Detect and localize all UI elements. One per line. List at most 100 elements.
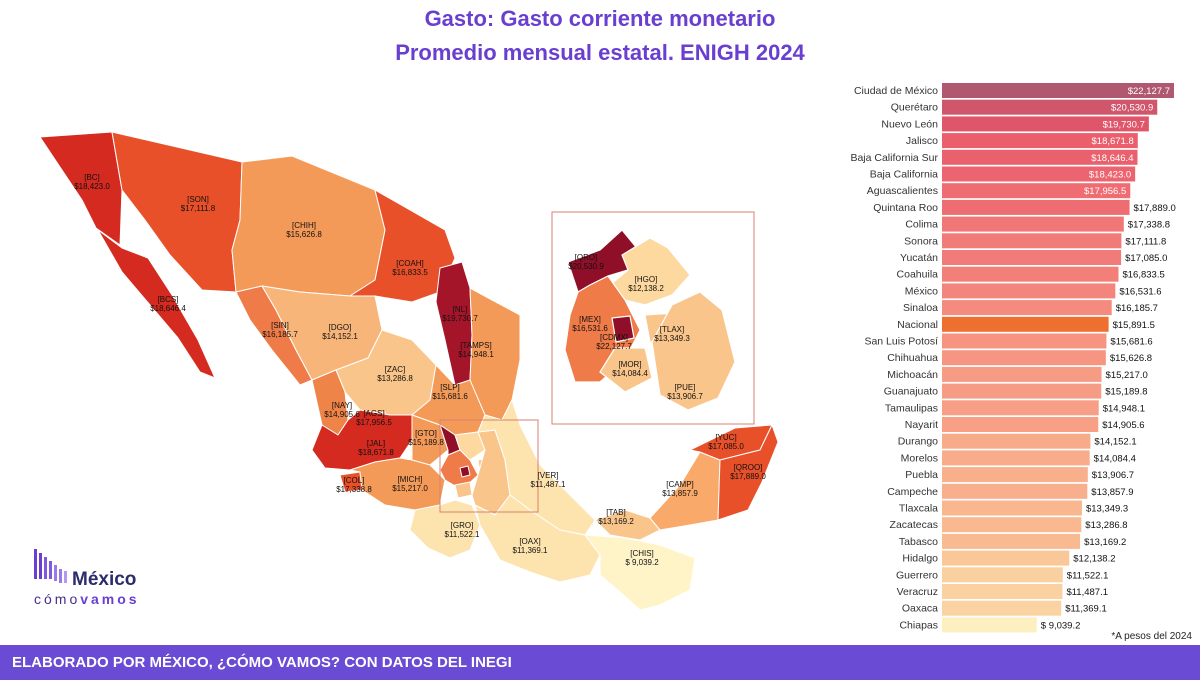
bar-value-label: $13,906.7: [1092, 470, 1134, 481]
inset-state-cdmx: [611, 315, 635, 343]
map-label-code: [OAX]: [519, 537, 540, 546]
bar-6: [942, 183, 1131, 199]
logo-subtitle: cómovamos: [34, 591, 140, 607]
map-label-code: [GTO]: [415, 429, 437, 438]
bar-category-label: Sonora: [904, 235, 938, 247]
bar-value-label: $15,681.6: [1110, 337, 1152, 348]
bar-21: [942, 433, 1091, 449]
bar-category-label: Chiapas: [899, 619, 938, 631]
central-inset-map: [564, 229, 736, 411]
bar-category-label: Guerrero: [896, 569, 938, 581]
map-label-value: $19,730.7: [442, 314, 478, 323]
state-chis: [584, 534, 696, 611]
bar-20: [942, 417, 1099, 432]
bar-category-label: Tlaxcala: [899, 503, 938, 515]
bar-value-label: $14,948.1: [1103, 403, 1145, 414]
bar-value-label: $15,891.5: [1113, 320, 1155, 331]
bar-15: [942, 333, 1107, 349]
bar-value-label: $18,646.4: [1091, 153, 1133, 164]
map-svg: [BC]$18,423.0 [SON]$17,111.8 [CHIH]$15,626…: [39, 131, 779, 611]
map-label-code: [SON]: [187, 195, 209, 204]
bar-value-label: $14,084.4: [1094, 453, 1136, 464]
state-qroo: [717, 424, 779, 521]
bar-24: [942, 483, 1088, 499]
map-label-code: [CHIS]: [630, 549, 654, 558]
map-label-value: $15,189.8: [408, 438, 444, 447]
map-label-value: $17,111.8: [181, 204, 216, 213]
bar-value-label: $19,730.7: [1103, 119, 1145, 130]
map-label-value: $15,626.8: [286, 230, 322, 239]
map-label-value: $15,217.0: [392, 484, 428, 493]
map-label-code: [ZAC]: [385, 365, 405, 374]
bar-value-label: $16,185.7: [1116, 303, 1158, 314]
map-label-code: [DGO]: [329, 323, 352, 332]
map-label-code: [NAY]: [332, 401, 352, 410]
map-label-code: [MICH]: [398, 475, 423, 484]
bar-1: [942, 99, 1158, 115]
map-label-value: $17,085.0: [708, 442, 744, 451]
bar-category-label: Baja California Sur: [850, 152, 938, 164]
bar-value-label: $13,286.8: [1085, 520, 1127, 531]
map-label-value: $13,906.7: [667, 392, 703, 401]
state-mor: [454, 481, 473, 499]
bar-8: [942, 216, 1124, 232]
bar-value-label: $17,956.5: [1084, 186, 1126, 197]
bar-value-label: $17,111.8: [1125, 236, 1166, 247]
bar-value-label: $17,889.0: [1134, 203, 1176, 214]
map-label-value: $18,423.0: [74, 182, 110, 191]
bar-value-label: $16,833.5: [1122, 270, 1164, 281]
map-label-value: $11,522.1: [445, 530, 481, 539]
bar-value-label: $12,138.2: [1073, 554, 1115, 565]
bar-26: [942, 517, 1082, 533]
bar-value-label: $18,671.8: [1092, 136, 1134, 147]
map-label-code: [QRO]: [575, 253, 598, 262]
map-label-value: $16,833.5: [392, 268, 428, 277]
bar-4: [942, 149, 1138, 165]
bar-category-label: Campeche: [887, 486, 938, 498]
map-label-value: $14,084.4: [612, 369, 648, 378]
map-label-value: $ 9,039.2: [625, 558, 659, 567]
map-label-code: [CDMX]: [600, 333, 628, 342]
bar-category-label: Michoacán: [887, 369, 938, 381]
bar-14: [942, 316, 1109, 332]
map-label-value: $14,948.1: [458, 350, 494, 359]
bar-value-label: $14,152.1: [1094, 437, 1136, 448]
state-gro: [409, 499, 481, 559]
bar-value-label: $13,857.9: [1091, 487, 1133, 498]
bar-19: [942, 400, 1099, 416]
map-label-value: $18,671.8: [358, 448, 394, 457]
inset-marker: [439, 419, 539, 513]
map-label-code: [NL]: [453, 305, 468, 314]
units-note: *A pesos del 2024: [1111, 631, 1192, 642]
bar-31: [942, 600, 1062, 616]
bar-16: [942, 350, 1106, 366]
state-mich: [349, 457, 446, 511]
footer-credit: ELABORADO POR MÉXICO, ¿CÓMO VAMOS? CON D…: [0, 645, 1200, 680]
bar-value-label: $17,085.0: [1125, 253, 1167, 264]
bar-11: [942, 266, 1119, 282]
bar-value-label: $13,349.3: [1086, 504, 1128, 515]
bar-category-label: Querétaro: [891, 102, 938, 114]
bar-29: [942, 567, 1063, 583]
map-label-code: [TAB]: [606, 508, 625, 517]
map-label-value: $15,681.6: [432, 392, 468, 401]
bar-22: [942, 450, 1090, 466]
bar-category-label: Colima: [905, 219, 938, 231]
bar-value-label: $20,530.9: [1111, 103, 1153, 114]
map-label-code: [CAMP]: [666, 480, 694, 489]
state-cdmx: [459, 465, 471, 478]
map-label-value: $14,905.6: [324, 410, 360, 419]
state-bcs: [97, 229, 216, 379]
bar-category-label: Chihuahua: [887, 352, 938, 364]
map-label-value: $13,286.8: [377, 374, 413, 383]
map-label-code: [JAL]: [367, 439, 385, 448]
bar-value-label: $11,487.1: [1066, 587, 1108, 598]
map-label-value: $17,338.8: [336, 485, 372, 494]
map-label-value: $14,152.1: [322, 332, 358, 341]
bar-category-label: Oaxaca: [902, 603, 938, 615]
map-label-code: [HGO]: [635, 275, 658, 284]
bar-category-label: Nacional: [897, 319, 938, 331]
bar-18: [942, 383, 1102, 399]
bar-value-label: $17,338.8: [1128, 220, 1170, 231]
bar-value-label: $22,127.7: [1128, 86, 1170, 97]
